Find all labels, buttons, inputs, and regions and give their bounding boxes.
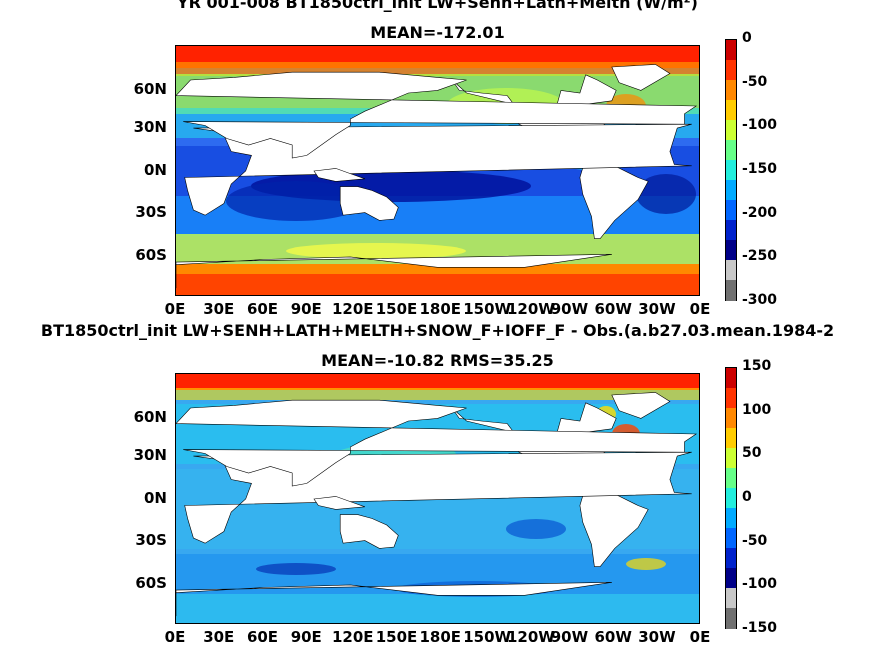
land-mass [339,186,399,221]
lon-label: 120W [507,300,555,318]
lon-label: 30E [203,628,235,646]
lon-label: 0E [689,628,711,646]
land-mass [579,157,649,239]
colorbar-tick-label: 150 [742,358,772,374]
colorbar-segment [726,220,736,241]
colorbar-tick-label: -150 [742,161,778,177]
lat-label: 30S [135,531,167,550]
lon-label: 60E [246,628,279,646]
colorbar-segment [726,260,736,281]
colorbar-segment [726,160,736,181]
colorbar-tick-label: -150 [742,620,778,636]
lat-label: 60N [133,408,167,427]
bottom-map-mean: MEAN=-10.82 RMS=35.25 [321,351,554,370]
top-map-mean: MEAN=-172.01 [370,23,505,42]
lat-label: 60S [135,245,167,264]
lon-label: 0E [164,628,186,646]
lon-label: 150W [463,300,512,318]
lon-label: 30W [638,628,676,646]
lon-label: 60W [594,628,632,646]
bottom-map-plot [175,373,700,624]
colorbar-segment [726,388,736,409]
bottom-map-canvas [176,374,699,623]
lon-label: 30W [638,300,676,318]
land-mass [176,582,612,617]
colorbar-tick-label: -300 [742,292,778,308]
colorbar-segment [726,180,736,201]
top-map-plot [175,45,700,296]
lon-label: 0E [164,300,186,318]
lat-label: 0N [144,160,167,179]
colorbar-tick-label: 0 [742,30,752,46]
colorbar-segment [726,40,736,61]
land-mass [313,168,366,182]
lat-label: 60N [133,80,167,99]
colorbar-segment [726,608,736,629]
lon-label: 120E [332,628,374,646]
colorbar-tick-label: 50 [742,445,762,462]
lon-label: 60W [594,300,632,318]
land-mass [339,514,399,549]
colorbar-segment [726,80,736,101]
lon-label: 30E [203,300,235,318]
lon-label: 60E [246,300,279,318]
lat-label: 30S [135,203,167,222]
colorbar-segment [726,140,736,161]
lon-label: 90W [550,300,589,318]
colorbar-segment [726,200,736,221]
colorbar-segment [726,120,736,141]
bottom-map-title: BT1850ctrl_init LW+SENH+LATH+MELTH+SNOW_… [40,321,835,340]
land-mass [611,64,671,91]
colorbar-segment [726,568,736,589]
colorbar-segment [726,588,736,609]
lon-label: 180E [419,628,462,646]
lat-label: 60S [135,573,167,592]
colorbar-segment [726,448,736,469]
bottom-colorbar [725,367,737,629]
colorbar-tick-label: 0 [742,489,752,505]
lat-label: 30N [133,445,167,464]
top-colorbar [725,39,737,301]
top-map-canvas [176,46,699,295]
colorbar-segment [726,240,736,261]
colorbar-segment [726,548,736,569]
colorbar-tick-label: -200 [742,204,778,221]
land-mass [176,254,612,289]
lat-label: 0N [144,488,167,507]
lon-label: 120E [332,300,374,318]
land-mass [176,399,698,487]
lon-label: 90E [290,300,322,318]
land-mass [579,485,649,567]
colorbar-tick-label: -50 [742,73,768,90]
colorbar-segment [726,280,736,301]
lon-label: 120W [507,628,555,646]
lon-label: 150W [463,628,512,646]
colorbar-tick-label: -250 [742,248,778,265]
colorbar-segment [726,408,736,429]
lon-label: 0E [689,300,711,318]
lon-label: 90W [550,628,589,646]
lon-label: 180E [419,300,462,318]
colorbar-tick-label: -100 [742,576,778,593]
land-mass [176,71,698,159]
colorbar-segment [726,368,736,389]
colorbar-segment [726,468,736,489]
lon-label: 90E [290,628,322,646]
land-mass [313,496,366,510]
lon-label: 150E [375,628,418,646]
colorbar-tick-label: -50 [742,532,768,549]
colorbar-segment [726,528,736,549]
lat-label: 30N [133,117,167,136]
top-map-title: YR 001-008 BT1850ctrl_init LW+Senh+Lath+… [177,0,698,12]
lon-label: 150E [375,300,418,318]
land-mass [611,392,671,419]
colorbar-segment [726,60,736,81]
colorbar-segment [726,100,736,121]
colorbar-segment [726,428,736,449]
colorbar-segment [726,488,736,509]
colorbar-tick-label: -100 [742,117,778,134]
colorbar-segment [726,508,736,529]
colorbar-tick-label: 100 [742,401,772,418]
